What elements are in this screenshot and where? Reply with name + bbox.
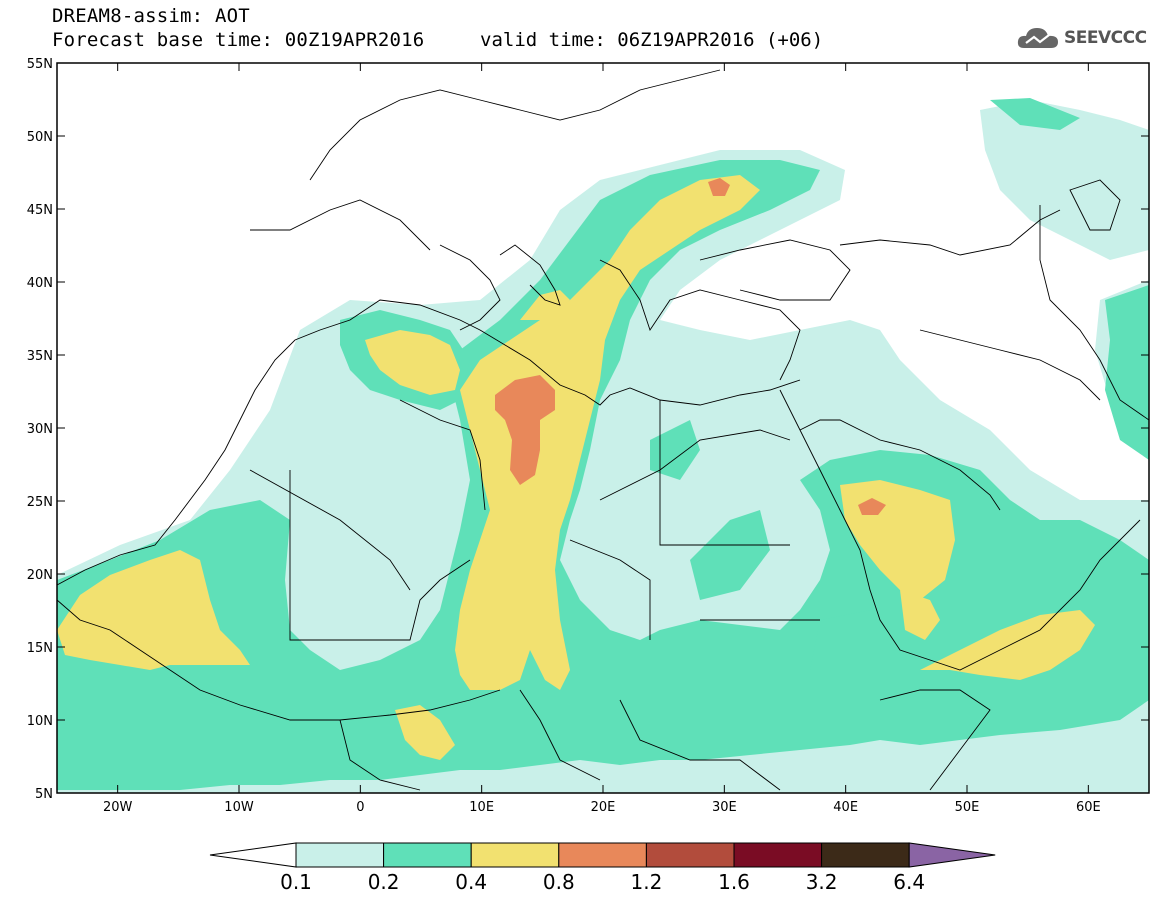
aot-field: [57, 63, 1149, 793]
lat-tick-label: 35N: [27, 349, 53, 364]
axes: 55N 50N 45N 40N 35N 30N 25N 20N 15N 10N 5N 20W 10W 0 1…: [27, 57, 1149, 815]
seevccc-logo: SEEVCCC: [1016, 22, 1147, 54]
colorbar-label: 3.2: [806, 870, 838, 894]
lat-tick-label: 30N: [27, 422, 53, 437]
colorbar-swatch: [470, 842, 560, 868]
lon-tick-label: 10E: [469, 800, 494, 815]
valid-time: valid time: 06Z19APR2016 (+06): [480, 29, 824, 51]
lon-tick-label: 30E: [712, 800, 737, 815]
colorbar-label: 6.4: [893, 870, 925, 894]
cloud-icon: [1017, 28, 1058, 48]
lon-tick-label: 20E: [591, 800, 616, 815]
coastlines: [57, 69, 1149, 791]
colorbar-swatch: [383, 842, 472, 868]
colorbar-swatch: [558, 842, 647, 868]
colorbar-swatch: [821, 842, 910, 868]
colorbar-under-arrow: [209, 842, 297, 868]
lat-tick-label: 40N: [27, 276, 53, 291]
lat-tick-label: 55N: [27, 57, 53, 72]
lat-tick-label: 45N: [27, 203, 53, 218]
lon-tick-label: 10W: [224, 800, 254, 815]
forecast-base-time: Forecast base time: 00Z19APR2016: [52, 29, 425, 51]
colorbar-label: 0.8: [543, 870, 575, 894]
lat-tick-label: 50N: [27, 130, 53, 145]
colorbar-label: 0.4: [455, 870, 487, 894]
lat-tick-label: 20N: [27, 568, 53, 583]
lon-tick-label: 20W: [103, 800, 133, 815]
lon-tick-label: 60E: [1076, 800, 1101, 815]
colorbar-label: 1.6: [718, 870, 750, 894]
lon-tick-label: 0: [356, 800, 364, 815]
colorbar-label: 0.2: [368, 870, 400, 894]
colorbar-swatch: [733, 842, 823, 868]
lat-tick-label: 10N: [27, 714, 53, 729]
title-model: DREAM8-assim: AOT: [52, 5, 250, 27]
lon-tick-label: 40E: [833, 800, 858, 815]
lon-tick-label: 50E: [955, 800, 980, 815]
lat-tick-label: 25N: [27, 495, 53, 510]
lat-tick-label: 5N: [35, 787, 53, 802]
colorbar-label: 1.2: [630, 870, 662, 894]
colorbar-swatch: [295, 842, 385, 868]
colorbar: 0.1 0.2 0.4 0.8 1.2 1.6 3.2 6.4: [209, 842, 996, 894]
colorbar-label: 0.1: [280, 870, 312, 894]
colorbar-swatch: [645, 842, 735, 868]
logo-text: SEEVCCC: [1064, 28, 1147, 48]
colorbar-over-arrow: [908, 842, 996, 868]
lat-tick-label: 15N: [27, 641, 53, 656]
